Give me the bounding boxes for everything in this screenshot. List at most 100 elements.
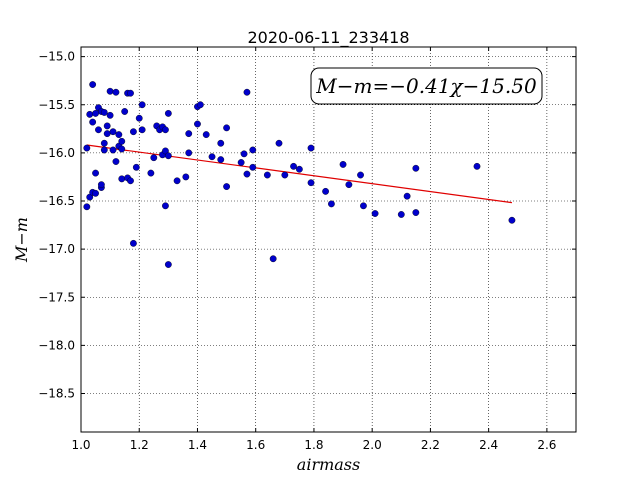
- data-point: [97, 181, 105, 189]
- data-point: [103, 122, 111, 130]
- data-point: [345, 181, 353, 189]
- data-point: [164, 152, 172, 160]
- data-point: [164, 261, 172, 268]
- y-tick-label: −17.5: [38, 290, 75, 304]
- data-point: [100, 109, 108, 116]
- data-point: [243, 88, 251, 96]
- data-point: [109, 128, 117, 136]
- data-point: [150, 154, 158, 162]
- data-point: [100, 139, 108, 147]
- data-point: [138, 126, 146, 134]
- data-point: [202, 131, 210, 138]
- data-point: [89, 118, 97, 126]
- data-point: [127, 177, 134, 185]
- data-point: [118, 137, 126, 145]
- data-point: [162, 126, 169, 134]
- data-point: [118, 175, 126, 183]
- data-point: [194, 120, 201, 128]
- data-point: [106, 87, 114, 95]
- data-point: [223, 183, 230, 190]
- annotation-box: [310, 67, 543, 105]
- data-point: [269, 255, 277, 263]
- x-tick-label: 2.0: [363, 438, 382, 452]
- y-tick-label: −18.0: [38, 338, 75, 352]
- x-tick-label: 1.6: [246, 438, 265, 452]
- data-point: [100, 146, 108, 154]
- data-point: [115, 131, 123, 138]
- fit-line: [86, 144, 513, 204]
- x-tick-label: 2.2: [421, 438, 440, 452]
- data-point: [112, 158, 120, 165]
- data-point: [249, 163, 257, 171]
- chart-title: 2020-06-11_233418: [247, 28, 409, 48]
- data-point: [397, 211, 405, 218]
- data-points: [83, 81, 516, 268]
- data-point: [92, 189, 99, 197]
- data-point: [307, 144, 315, 152]
- data-point: [106, 111, 114, 119]
- y-tick-label: −17.0: [38, 242, 75, 256]
- data-point: [263, 171, 271, 179]
- data-point: [295, 165, 303, 173]
- data-point: [196, 101, 204, 109]
- data-point: [243, 170, 251, 178]
- y-tick-label: −15.0: [38, 50, 75, 64]
- data-point: [135, 114, 143, 122]
- data-point: [92, 110, 99, 117]
- data-point: [185, 149, 193, 157]
- data-point: [322, 187, 329, 195]
- data-point: [275, 139, 283, 147]
- data-point: [103, 130, 111, 138]
- data-point: [290, 162, 297, 170]
- data-point: [118, 145, 126, 153]
- data-point: [249, 146, 257, 154]
- data-point: [473, 162, 481, 170]
- data-point: [412, 209, 420, 216]
- data-point: [412, 164, 420, 172]
- data-point: [508, 216, 516, 224]
- data-point: [217, 139, 225, 147]
- data-point: [182, 173, 190, 181]
- x-tick-label: 2.4: [479, 438, 498, 452]
- data-point: [208, 153, 216, 161]
- data-point: [121, 108, 129, 115]
- data-point: [83, 203, 91, 211]
- data-point: [281, 171, 289, 179]
- y-tick-label: −16.5: [38, 194, 75, 208]
- y-axis-label: M−m: [12, 217, 31, 263]
- x-tick-label: 1.4: [188, 438, 207, 452]
- data-point: [89, 81, 97, 88]
- data-point: [360, 202, 367, 210]
- data-point: [240, 150, 248, 158]
- data-point: [223, 124, 230, 132]
- data-point: [92, 169, 99, 177]
- data-point: [95, 126, 102, 134]
- data-point: [371, 210, 379, 217]
- axis-ticks: 1.0 1.2 1.4 1.6 1.8 2.0 2.2 2.4 2.6 −15.0 −15.5 −16…: [38, 47, 576, 452]
- fit-line-group: [86, 144, 513, 204]
- data-point: [237, 159, 245, 166]
- plot-frame: [80, 46, 577, 433]
- data-point: [185, 130, 193, 138]
- y-tick-label: −15.5: [38, 98, 75, 112]
- data-point: [109, 146, 117, 154]
- data-point: [147, 169, 155, 177]
- data-point: [307, 179, 315, 187]
- y-tick-label: −18.5: [38, 387, 75, 401]
- data-point: [130, 128, 137, 136]
- data-point: [173, 177, 181, 185]
- data-point: [112, 88, 120, 96]
- data-point: [164, 110, 172, 117]
- data-point: [127, 89, 134, 97]
- data-point: [357, 171, 364, 179]
- data-point: [217, 156, 225, 164]
- data-point: [130, 239, 137, 247]
- data-point: [162, 202, 169, 210]
- x-axis-label: airmass: [297, 455, 360, 474]
- data-point: [403, 192, 411, 200]
- fit-annotation: M−m=−0.41χ−15.50: [310, 67, 543, 105]
- x-tick-label: 1.2: [130, 438, 149, 452]
- data-point: [83, 144, 91, 152]
- x-tick-label: 1.8: [304, 438, 323, 452]
